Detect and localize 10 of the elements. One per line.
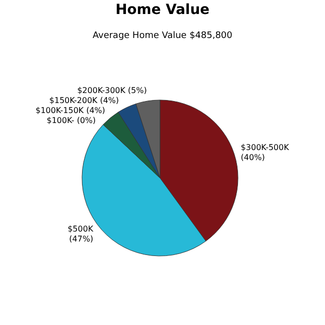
- slice-label: $300K-500K: [240, 143, 290, 152]
- chart-subtitle: Average Home Value $485,800: [92, 31, 233, 41]
- slice-label: $200K-300K (5%): [77, 86, 147, 96]
- chart-title: Home Value: [115, 2, 210, 18]
- slice-label: $500K: [68, 224, 94, 234]
- slice-label: $150K-200K (4%): [49, 96, 119, 106]
- category-label: $100K- (0%): [46, 116, 96, 126]
- data-label: (40%): [240, 153, 265, 162]
- slice-label: $100K-150K (4%): [36, 106, 106, 116]
- data-label: (47%): [69, 234, 94, 244]
